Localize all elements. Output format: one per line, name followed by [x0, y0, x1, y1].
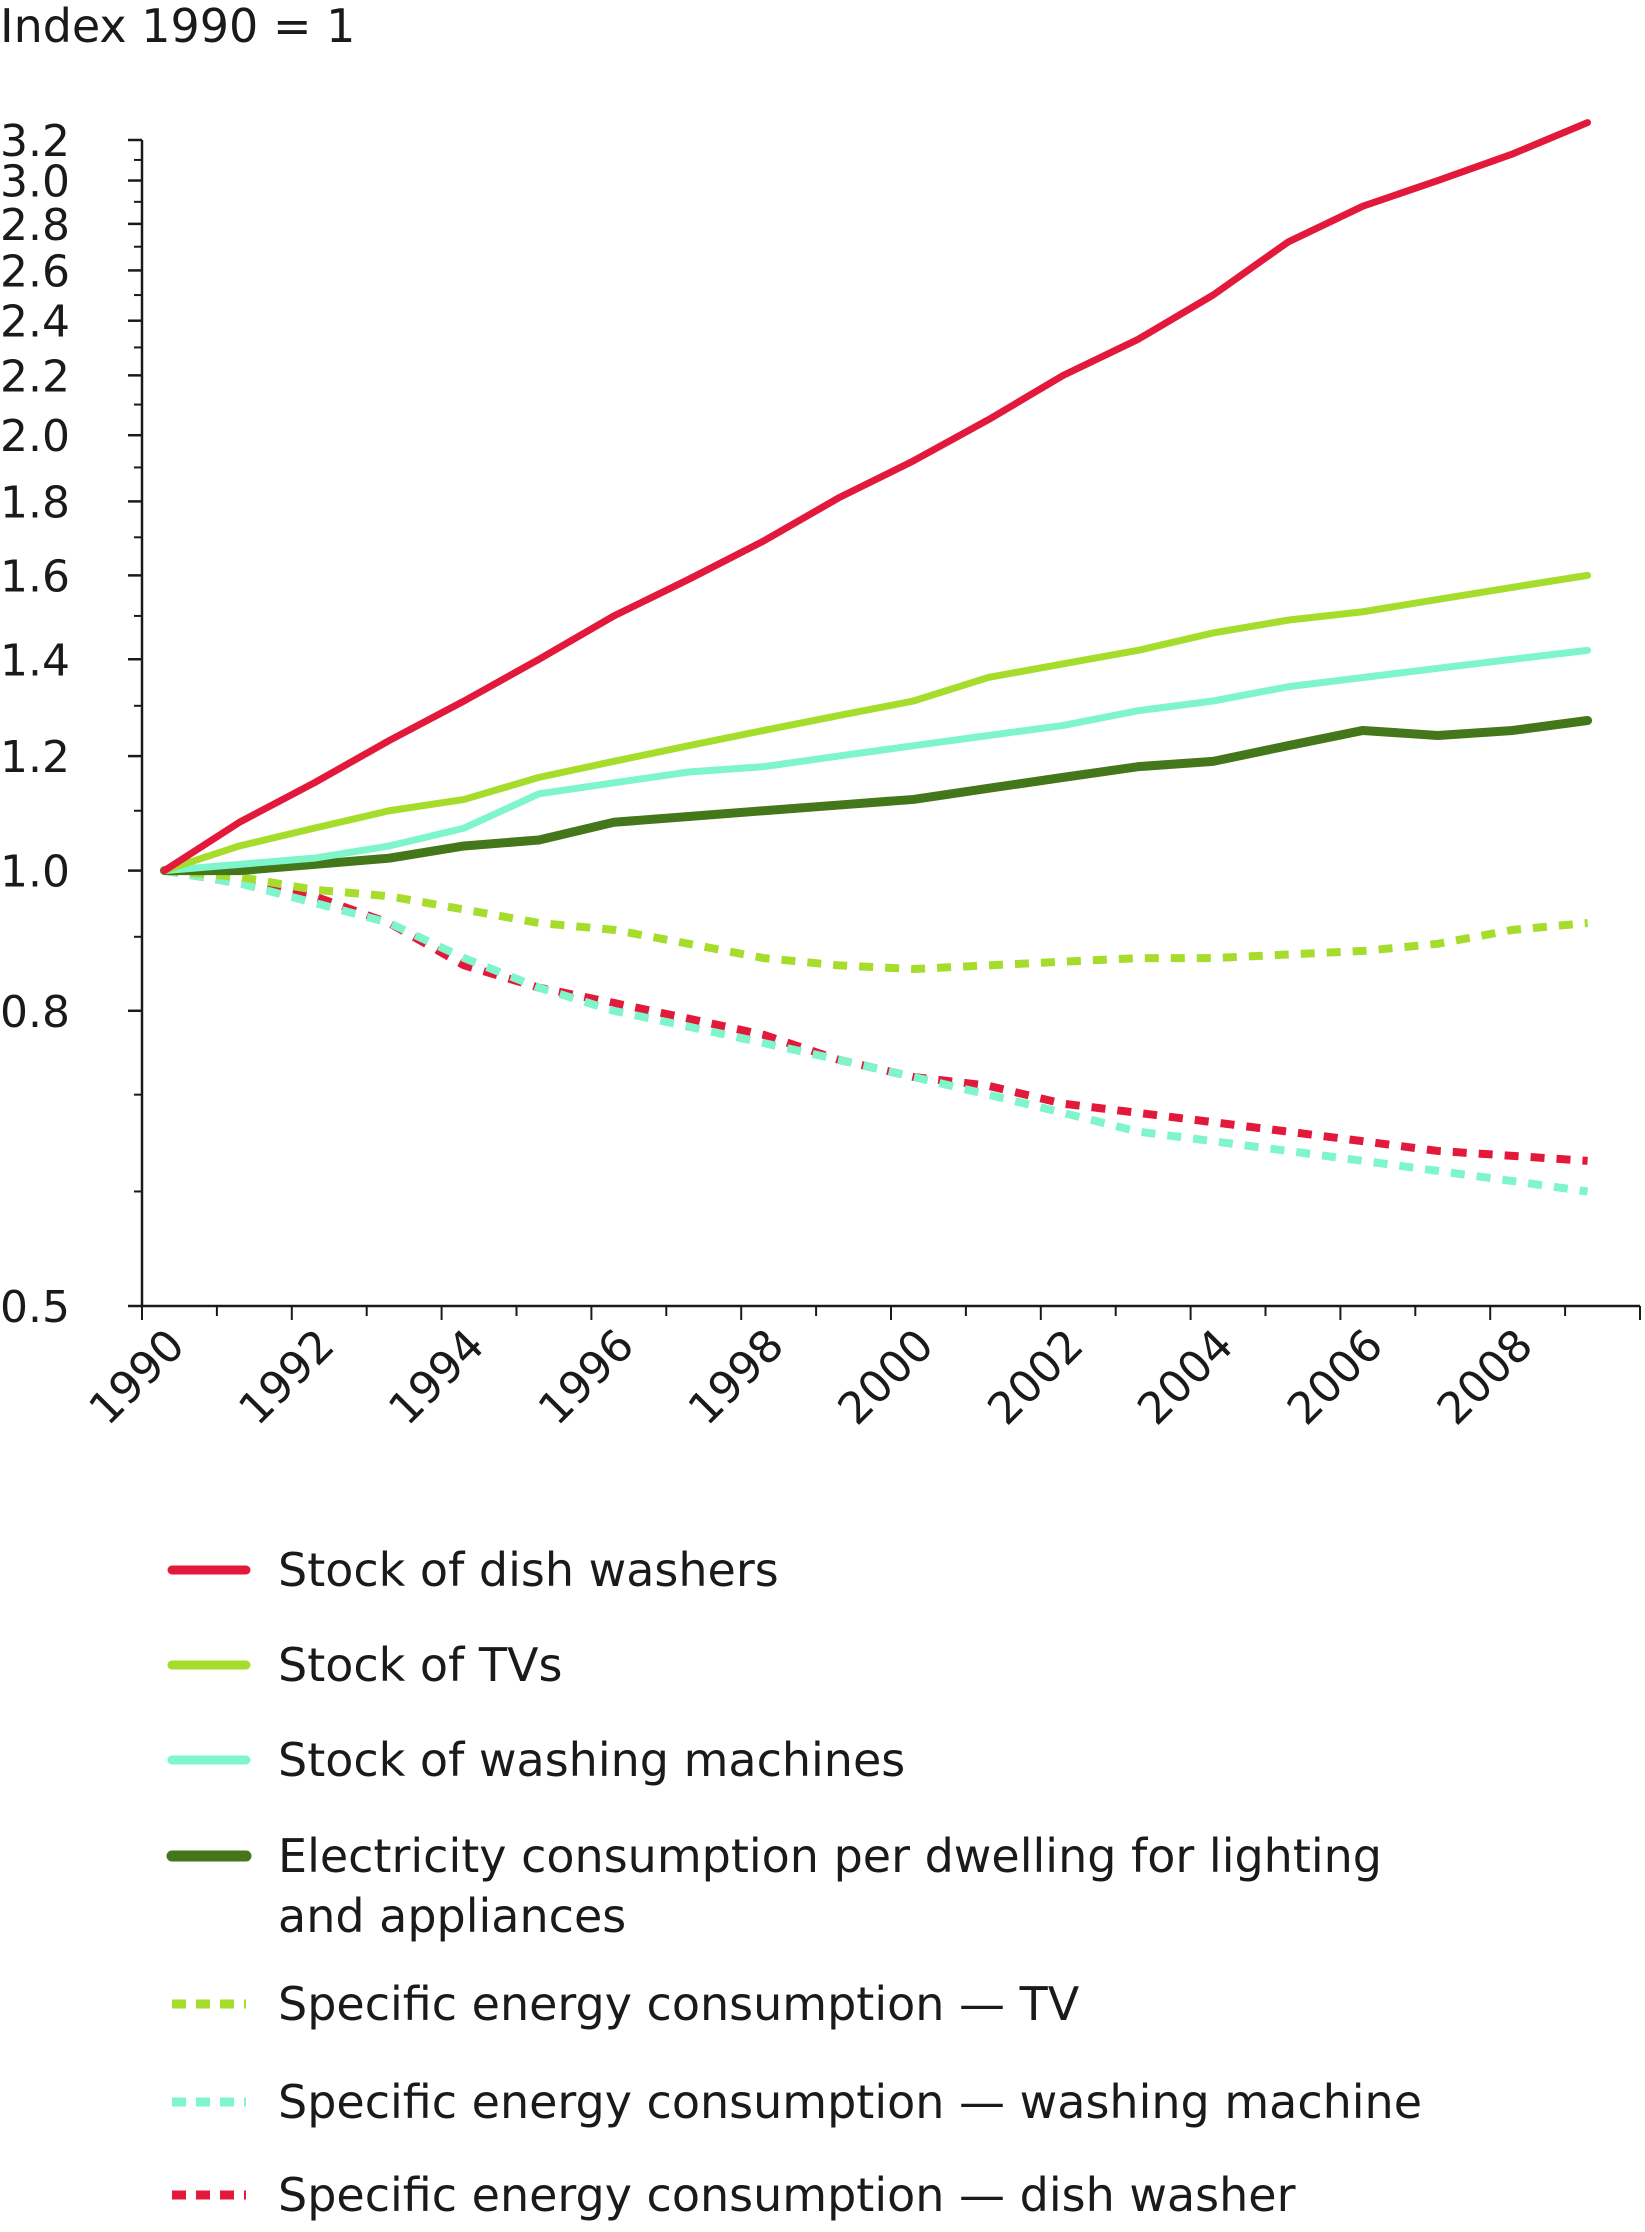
x-tick-label: 1992 — [229, 1320, 344, 1435]
y-tick-label: 2.2 — [0, 351, 70, 402]
x-tick-label: 1990 — [79, 1320, 194, 1435]
legend-label: Stock of TVs — [278, 1638, 562, 1692]
legend-label-line: and appliances — [278, 1889, 626, 1943]
axes — [140, 140, 1640, 1308]
y-tick-label: 0.5 — [0, 1282, 70, 1333]
series-layer — [159, 119, 1593, 1196]
legend-label: Specific energy consumption — dish washe… — [278, 2168, 1296, 2222]
x-axis-ticks: 1990 1992 1994 1996 1998 2000 2002 2004 2006 2008 — [79, 1306, 1641, 1435]
y-tick-label: 1.2 — [0, 732, 70, 783]
y-tick-label: 1.0 — [0, 847, 70, 898]
x-tick-label: 1998 — [679, 1320, 794, 1435]
x-tick-label: 2002 — [978, 1320, 1093, 1435]
y-axis-title: Index 1990 = 1 — [0, 0, 355, 53]
y-tick-label: 1.4 — [0, 635, 70, 686]
y-tick-label: 1.6 — [0, 551, 70, 602]
x-tick-label: 1994 — [379, 1320, 494, 1435]
y-tick-label: 2.8 — [0, 200, 70, 251]
series-line-3 — [160, 646, 1592, 875]
x-tick-label: 2004 — [1128, 1320, 1243, 1435]
legend-label: Stock of washing machines — [278, 1733, 905, 1787]
y-tick-label: 2.6 — [0, 246, 70, 297]
series-line-6 — [163, 866, 1589, 1196]
series-line-1 — [160, 119, 1592, 875]
y-tick-label: 2.0 — [0, 411, 70, 462]
series-line-4 — [159, 715, 1593, 876]
legend-label-line: Electricity consumption per dwelling for… — [278, 1829, 1382, 1883]
x-tick-label: 1996 — [529, 1320, 644, 1435]
x-tick-label: 2008 — [1428, 1320, 1543, 1435]
x-tick-label: 2006 — [1278, 1320, 1393, 1435]
y-tick-label: 3.2 — [0, 116, 70, 167]
series-line-7 — [163, 866, 1588, 1165]
legend-label: Specific energy consumption — TV — [278, 1977, 1080, 2031]
legend-label: Specific energy consumption — washing ma… — [278, 2075, 1422, 2129]
y-tick-label: 2.4 — [0, 297, 70, 348]
y-tick-label: 0.8 — [0, 987, 70, 1038]
y-tick-label: 3.0 — [0, 157, 70, 208]
legend-label: Electricity consumption per dwelling for… — [278, 1829, 1382, 1943]
legend-label: Stock of dish washers — [278, 1543, 779, 1597]
x-tick-label: 2000 — [828, 1320, 943, 1435]
series-line-5 — [164, 866, 1588, 974]
y-axis-ticks: 3.23.02.82.62.42.2 2.0 1.8 1.6 1.4 1.2 1.0 0.8 0… — [0, 116, 142, 1333]
legend: Stock of dish washers Stock of TVs Stock o… — [166, 1543, 1422, 2222]
y-tick-label: 1.8 — [0, 477, 70, 528]
series-line-2 — [160, 571, 1592, 875]
